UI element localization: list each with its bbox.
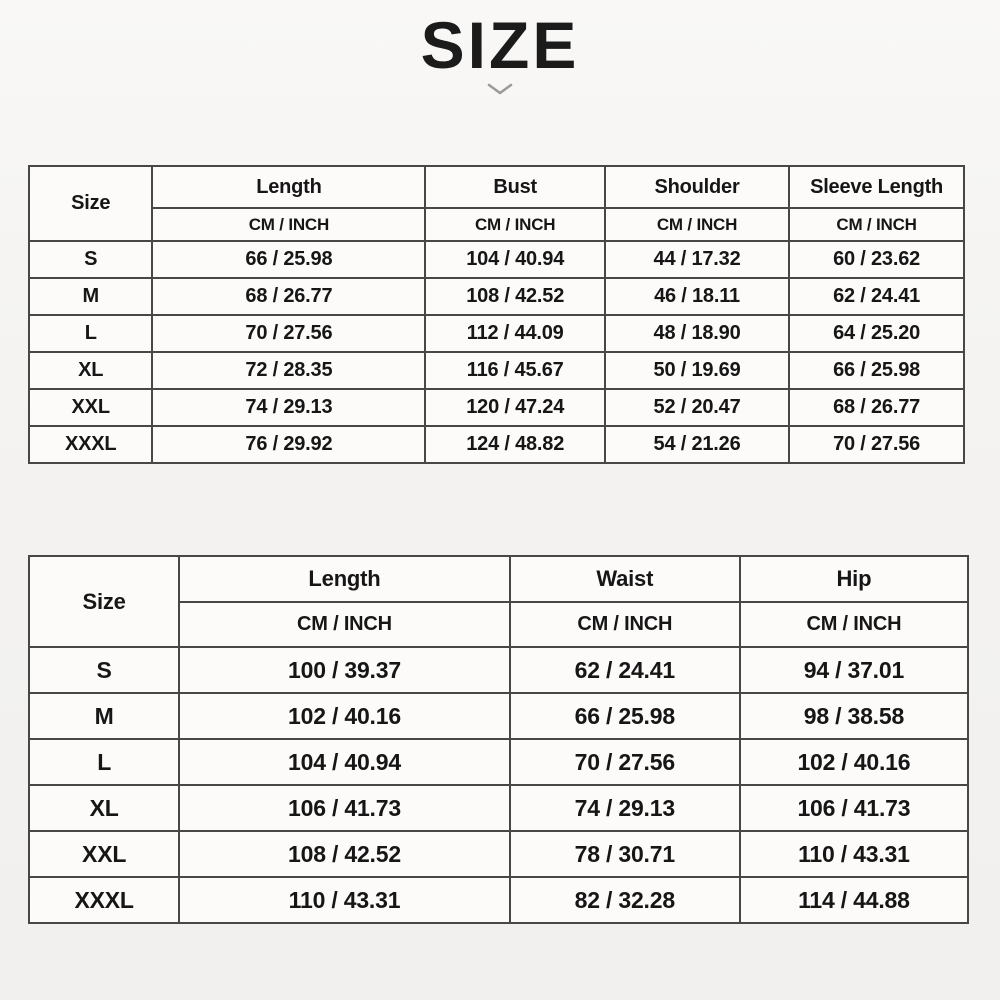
unit-label: CM / INCH (508, 601, 741, 648)
measurement-cell: 70 / 27.56 (151, 314, 427, 353)
column-header-length: Length (151, 165, 427, 209)
measurement-cell: 110 / 43.31 (178, 876, 511, 924)
column-header-bust: Bust (424, 165, 606, 209)
size-row-label: L (27, 314, 154, 353)
measurement-cell: 124 / 48.82 (424, 425, 606, 464)
page-title: SIZE (420, 8, 580, 82)
column-header-hip: Hip (738, 555, 970, 603)
tops-size-table: Size Length Bust Shoulder Sleeve Length … (27, 165, 965, 464)
table-row: M 68 / 26.77 108 / 42.52 46 / 18.11 62 /… (27, 277, 965, 316)
measurement-cell: 120 / 47.24 (424, 388, 606, 427)
measurement-cell: 94 / 37.01 (738, 646, 970, 694)
table-row: L 104 / 40.94 70 / 27.56 102 / 40.16 (27, 738, 970, 786)
column-header-shoulder: Shoulder (603, 165, 791, 209)
measurement-cell: 102 / 40.16 (738, 738, 970, 786)
table-row: XL 72 / 28.35 116 / 45.67 50 / 19.69 66 … (27, 351, 965, 390)
measurement-cell: 66 / 25.98 (788, 351, 965, 390)
unit-label: CM / INCH (738, 601, 970, 648)
column-header-waist: Waist (508, 555, 741, 603)
table-row: S 66 / 25.98 104 / 40.94 44 / 17.32 60 /… (27, 240, 965, 279)
measurement-cell: 112 / 44.09 (424, 314, 606, 353)
table-row: XXXL 110 / 43.31 82 / 32.28 114 / 44.88 (27, 876, 970, 924)
size-row-label: XXL (27, 388, 154, 427)
measurement-cell: 46 / 18.11 (603, 277, 791, 316)
table-row: L 70 / 27.56 112 / 44.09 48 / 18.90 64 /… (27, 314, 965, 353)
size-row-label: M (27, 277, 154, 316)
measurement-cell: 104 / 40.94 (178, 738, 511, 786)
measurement-cell: 102 / 40.16 (178, 692, 511, 740)
measurement-cell: 52 / 20.47 (603, 388, 791, 427)
measurement-cell: 68 / 26.77 (151, 277, 427, 316)
size-row-label: S (27, 240, 154, 279)
size-row-label: S (27, 646, 181, 694)
measurement-cell: 106 / 41.73 (738, 784, 970, 832)
table-row: XXXL 76 / 29.92 124 / 48.82 54 / 21.26 7… (27, 425, 965, 464)
measurement-cell: 108 / 42.52 (424, 277, 606, 316)
measurement-cell: 76 / 29.92 (151, 425, 427, 464)
size-row-label: XXXL (27, 876, 181, 924)
measurement-cell: 110 / 43.31 (738, 830, 970, 878)
unit-label: CM / INCH (603, 207, 791, 242)
measurement-cell: 68 / 26.77 (788, 388, 965, 427)
size-row-label: M (27, 692, 181, 740)
column-header-length: Length (178, 555, 511, 603)
measurement-cell: 54 / 21.26 (603, 425, 791, 464)
measurement-cell: 116 / 45.67 (424, 351, 606, 390)
measurement-cell: 62 / 24.41 (788, 277, 965, 316)
table-header-row: Size Length Bust Shoulder Sleeve Length (27, 165, 965, 242)
table-row: M 102 / 40.16 66 / 25.98 98 / 38.58 (27, 692, 970, 740)
bottoms-size-table: Size Length Waist Hip CM / INCH CM / INC… (27, 555, 970, 924)
measurement-cell: 44 / 17.32 (603, 240, 791, 279)
measurement-cell: 66 / 25.98 (151, 240, 427, 279)
table-row: S 100 / 39.37 62 / 24.41 94 / 37.01 (27, 646, 970, 694)
column-header-sleeve-length: Sleeve Length (788, 165, 965, 209)
measurement-cell: 74 / 29.13 (151, 388, 427, 427)
measurement-cell: 70 / 27.56 (508, 738, 741, 786)
measurement-cell: 82 / 32.28 (508, 876, 741, 924)
unit-label: CM / INCH (788, 207, 965, 242)
measurement-cell: 66 / 25.98 (508, 692, 741, 740)
measurement-cell: 100 / 39.37 (178, 646, 511, 694)
measurement-cell: 72 / 28.35 (151, 351, 427, 390)
measurement-cell: 64 / 25.20 (788, 314, 965, 353)
unit-header-row: CM / INCH CM / INCH CM / INCH CM / INCH (29, 207, 965, 242)
size-row-label: XL (27, 351, 154, 390)
measurement-cell: 114 / 44.88 (738, 876, 970, 924)
measurement-cell: 48 / 18.90 (603, 314, 791, 353)
size-row-label: XXXL (27, 425, 154, 464)
measurement-cell: 62 / 24.41 (508, 646, 741, 694)
measurement-cell: 60 / 23.62 (788, 240, 965, 279)
table-row: XL 106 / 41.73 74 / 29.13 106 / 41.73 (27, 784, 970, 832)
column-header-size: Size (27, 555, 181, 648)
measurement-cell: 50 / 19.69 (603, 351, 791, 390)
table-row: XXL 108 / 42.52 78 / 30.71 110 / 43.31 (27, 830, 970, 878)
chevron-down-icon (0, 82, 1000, 100)
measurement-cell: 104 / 40.94 (424, 240, 606, 279)
column-header-size: Size (27, 165, 154, 242)
unit-label: CM / INCH (424, 207, 606, 242)
measurement-cell: 106 / 41.73 (178, 784, 511, 832)
size-row-label: XL (27, 784, 181, 832)
size-row-label: XXL (27, 830, 181, 878)
size-row-label: L (27, 738, 181, 786)
unit-label: CM / INCH (178, 601, 511, 648)
measurement-cell: 70 / 27.56 (788, 425, 965, 464)
measurement-cell: 108 / 42.52 (178, 830, 511, 878)
unit-header-row: CM / INCH CM / INCH CM / INCH (29, 601, 970, 648)
measurement-cell: 98 / 38.58 (738, 692, 970, 740)
table-row: XXL 74 / 29.13 120 / 47.24 52 / 20.47 68… (27, 388, 965, 427)
measurement-cell: 74 / 29.13 (508, 784, 741, 832)
table-header-row: Size Length Waist Hip (27, 555, 970, 648)
unit-label: CM / INCH (151, 207, 427, 242)
measurement-cell: 78 / 30.71 (508, 830, 741, 878)
